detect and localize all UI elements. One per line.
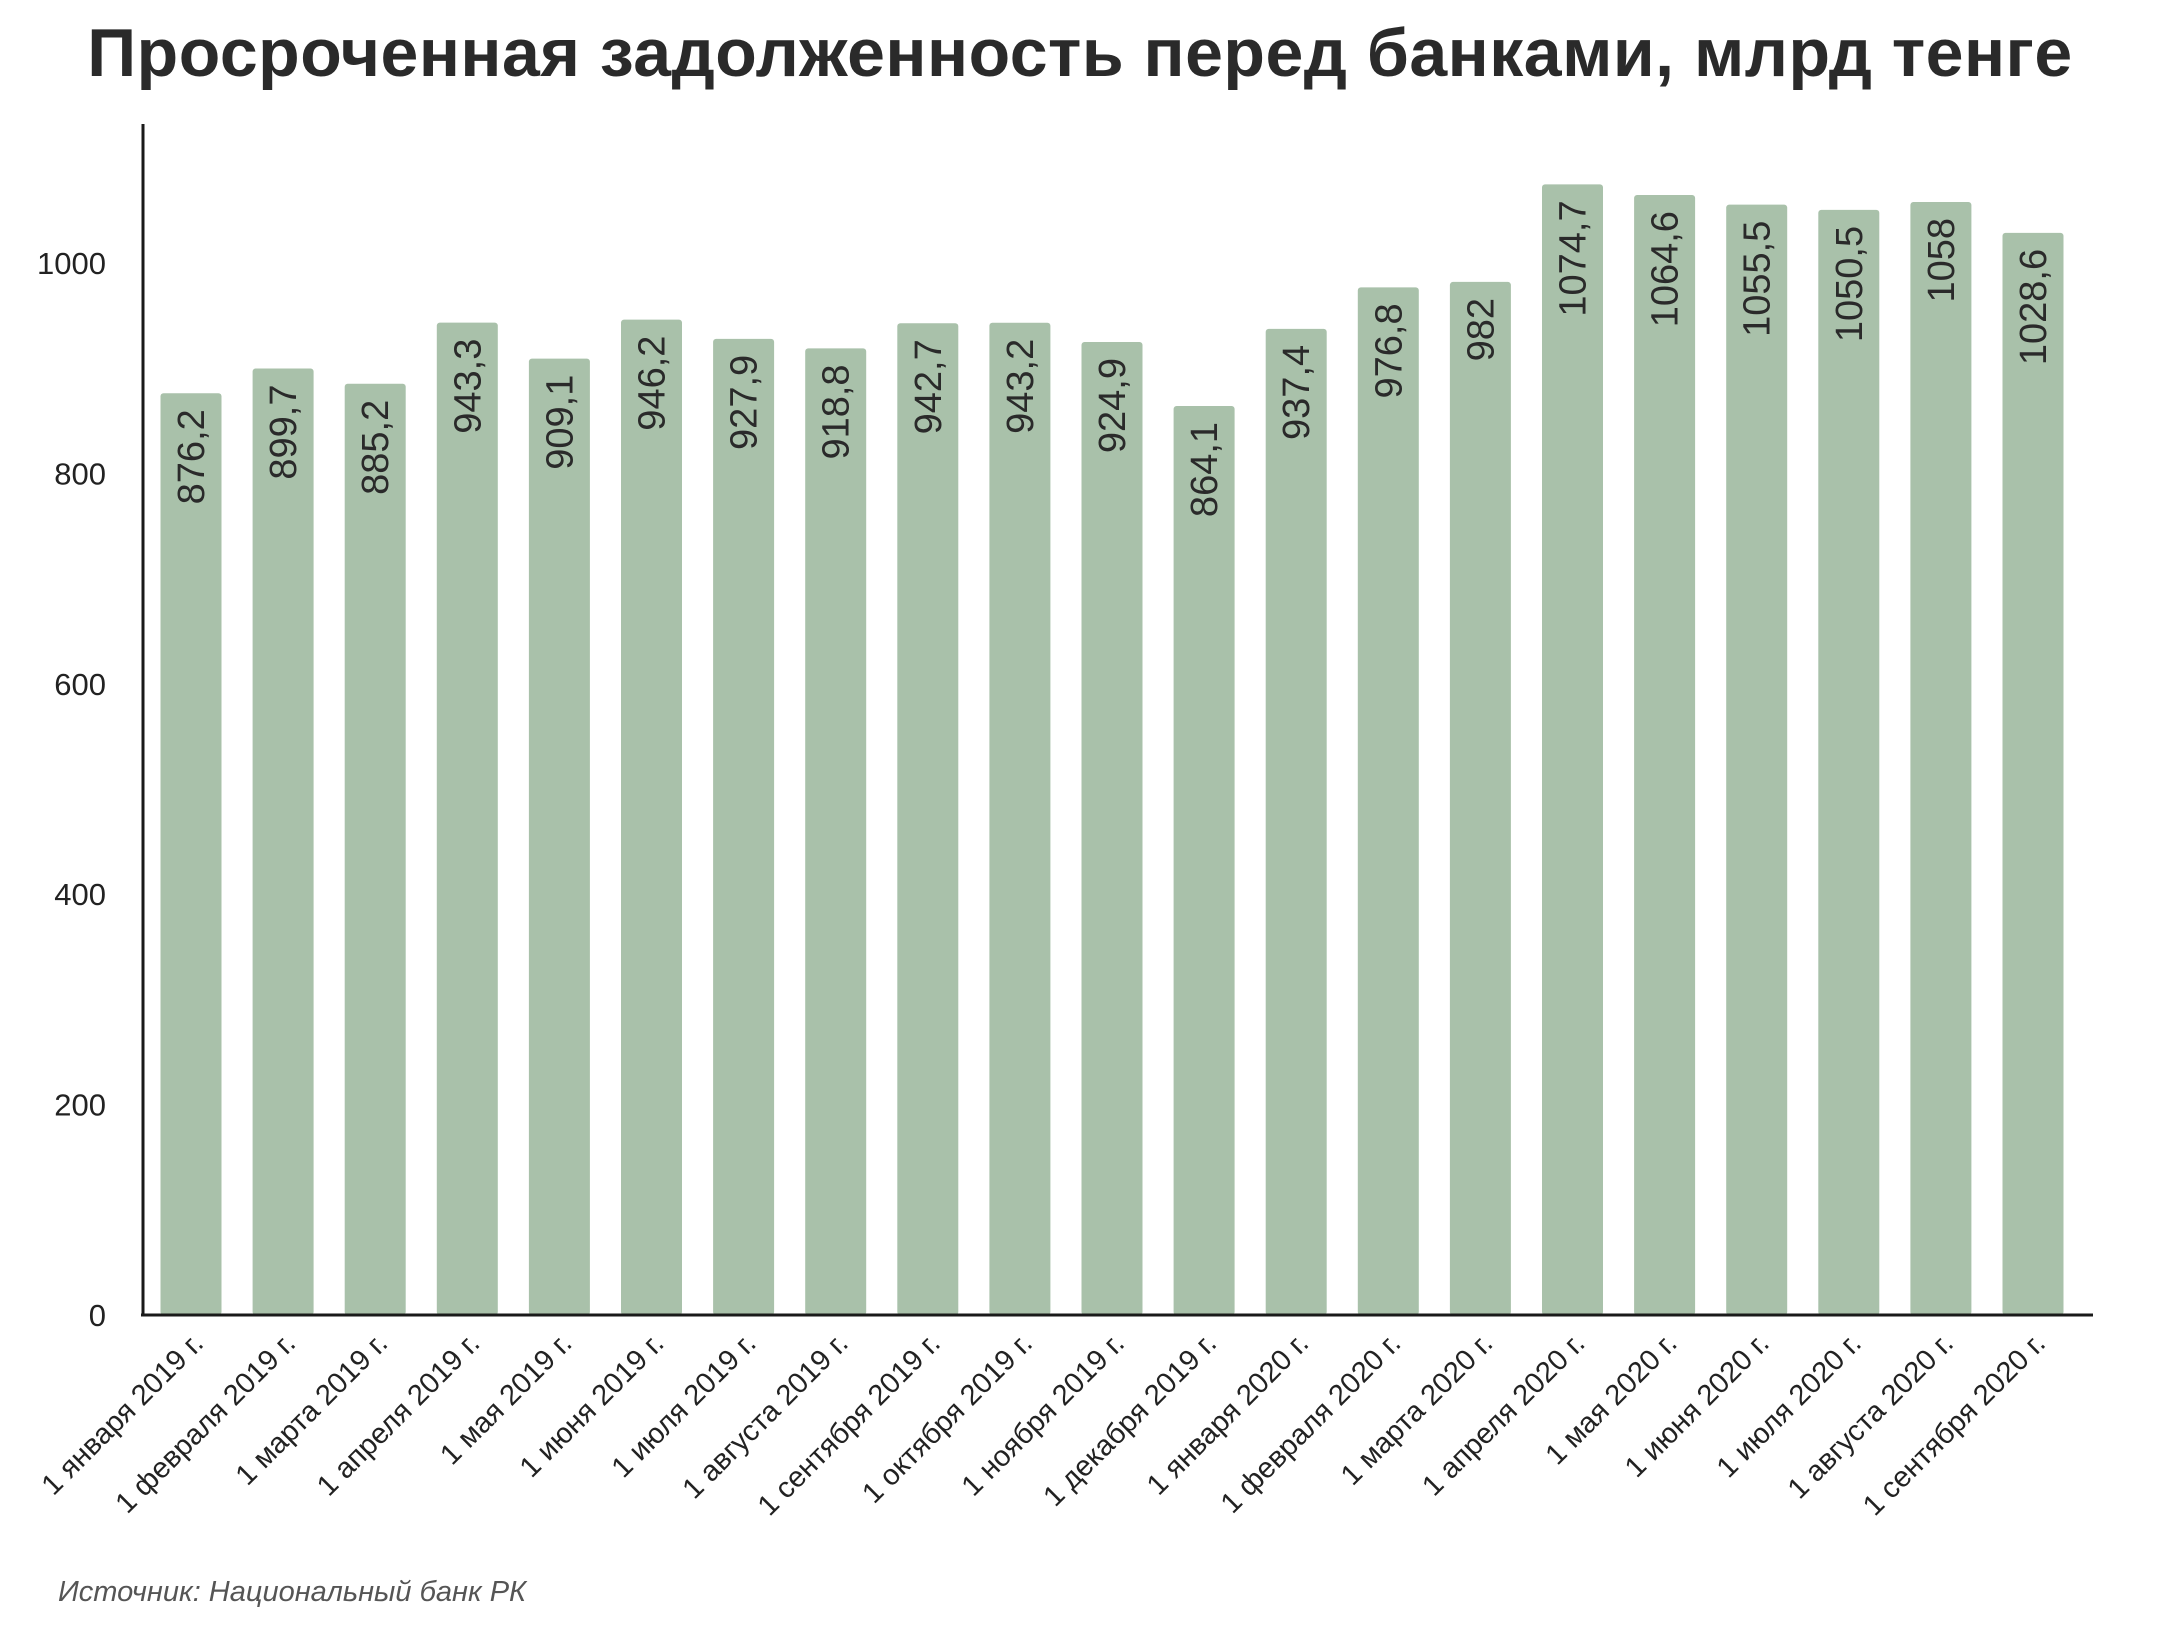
bar xyxy=(1634,195,1696,1316)
bar-value-label: 885,2 xyxy=(355,400,397,495)
x-tick-label: 1 октября 2019 г. xyxy=(856,1327,1039,1510)
bar xyxy=(1265,328,1327,1315)
chart-title: Просроченная задолженность перед банками… xyxy=(87,15,2073,91)
bar xyxy=(252,368,314,1315)
bar-value-label: 1055,5 xyxy=(1737,221,1779,337)
bar-value-label: 937,4 xyxy=(1276,345,1318,440)
bar-value-label: 909,1 xyxy=(539,375,581,470)
bar-value-label: 976,8 xyxy=(1368,303,1410,398)
bar xyxy=(1818,209,1880,1315)
bar-value-label: 876,2 xyxy=(171,409,213,504)
bar xyxy=(1173,405,1235,1315)
x-tick-label: 1 апреля 2019 г. xyxy=(311,1327,486,1502)
y-tick-label: 1000 xyxy=(37,246,106,281)
value-labels-layer: 876,2 899,7 885,2 943,3 909,1 946,2 927,9 918,8… xyxy=(171,200,2055,517)
x-tick-label: 1 августа 2020 г. xyxy=(1782,1327,1960,1505)
x-tick-label: 1 августа 2019 г. xyxy=(677,1327,855,1505)
bar-value-label: 927,9 xyxy=(724,355,766,450)
bar xyxy=(989,322,1051,1315)
bar-value-label: 943,3 xyxy=(447,339,489,434)
bar xyxy=(1542,184,1603,1315)
bar-value-label: 924,9 xyxy=(1092,358,1134,453)
y-tick-label: 400 xyxy=(54,877,106,912)
y-tick-label: 800 xyxy=(54,456,106,491)
bar xyxy=(713,338,775,1315)
bar xyxy=(1910,201,1972,1315)
bar xyxy=(621,319,682,1315)
bar xyxy=(1357,287,1419,1316)
x-tick-label: 1 апреля 2020 г. xyxy=(1416,1327,1591,1502)
bar-value-label: 943,2 xyxy=(1000,339,1042,434)
bar xyxy=(2002,232,2064,1315)
x-tick-label: 1 января 2020 г. xyxy=(1141,1327,1315,1501)
x-tick-label: 1 января 2019 г. xyxy=(36,1327,210,1501)
bar-value-label: 1074,7 xyxy=(1553,200,1595,316)
y-tick-label: 200 xyxy=(54,1088,106,1123)
x-tick-label: 1 декабря 2019 г. xyxy=(1037,1327,1223,1513)
bar-value-label: 1064,6 xyxy=(1645,211,1687,327)
y-axis-ticks: 0 200 400 600 800 1000 xyxy=(37,246,106,1333)
bar xyxy=(805,348,867,1316)
bar-value-label: 942,7 xyxy=(908,339,950,434)
bar-value-label: 1058 xyxy=(1921,218,1963,303)
bars-layer xyxy=(160,184,2064,1316)
x-tick-label: 1 февраля 2019 г. xyxy=(110,1327,302,1519)
bar xyxy=(344,383,406,1315)
bar-value-label: 946,2 xyxy=(632,336,674,431)
x-axis-ticks: 1 января 2019 г.1 февраля 2019 г.1 марта… xyxy=(36,1327,2052,1522)
source-note: Источник: Национальный банк РК xyxy=(58,1576,527,1608)
bar xyxy=(436,322,498,1315)
x-tick-label: 1 февраля 2020 г. xyxy=(1215,1327,1407,1519)
bar-value-label: 918,8 xyxy=(816,364,858,459)
bar-value-label: 1050,5 xyxy=(1829,226,1871,342)
bar-value-label: 982 xyxy=(1460,298,1502,361)
bar xyxy=(1726,204,1788,1315)
bar xyxy=(1449,281,1511,1315)
x-tick-label: 1 ноября 2019 г. xyxy=(956,1327,1131,1502)
bar-value-label: 864,1 xyxy=(1184,422,1226,517)
bar xyxy=(528,358,590,1315)
x-tick-label: 1 сентября 2020 г. xyxy=(1857,1327,2052,1522)
bar-value-label: 899,7 xyxy=(263,385,305,480)
bar xyxy=(160,393,222,1315)
bar xyxy=(897,323,959,1315)
y-tick-label: 0 xyxy=(89,1298,106,1333)
bar-value-label: 1028,6 xyxy=(2013,249,2055,365)
y-tick-label: 600 xyxy=(54,667,106,702)
bar xyxy=(1081,342,1143,1315)
